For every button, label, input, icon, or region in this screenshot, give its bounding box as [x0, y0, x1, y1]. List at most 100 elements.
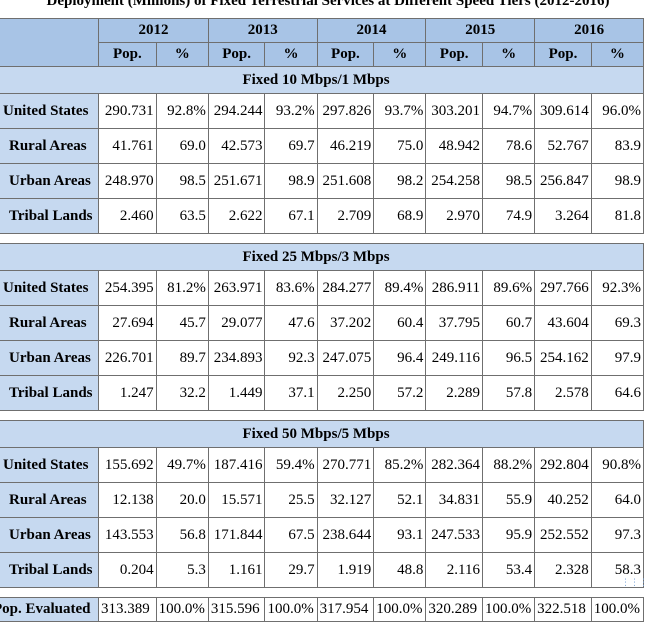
- table-body: Fixed 10 Mbps/1 Mbps United States 290.731…: [0, 66, 645, 622]
- pct-cell: 74.9: [481, 198, 536, 234]
- row-label: Urban Areas: [0, 340, 100, 376]
- pop-cell: 320.289: [425, 597, 483, 622]
- pct-cell: 57.2: [373, 375, 427, 411]
- pct-cell: 47.6: [264, 305, 318, 341]
- pct-header: %: [264, 42, 318, 67]
- pop-header: Pop.: [98, 42, 157, 67]
- section-header-row: Fixed 50 Mbps/5 Mbps: [0, 420, 644, 448]
- pop-cell: 247.533: [425, 517, 483, 553]
- pct-cell: 67.1: [264, 198, 318, 234]
- pct-cell: 58.3: [590, 552, 645, 588]
- pop-cell: 1.919: [316, 552, 375, 588]
- pct-cell: 55.9: [481, 482, 536, 518]
- pct-cell: 60.7: [481, 305, 536, 341]
- pop-cell: 32.127: [316, 482, 375, 518]
- pct-cell: 57.8: [481, 375, 536, 411]
- year-header: 2013: [207, 18, 318, 43]
- pct-cell: 75.0: [373, 128, 427, 164]
- pop-cell: 2.328: [534, 552, 592, 588]
- pct-cell: 98.9: [590, 163, 645, 199]
- section-spacer: [0, 587, 644, 598]
- pct-cell: 83.6%: [264, 270, 318, 306]
- section-title: Fixed 25 Mbps/3 Mbps: [0, 243, 644, 271]
- pop-cell: 187.416: [207, 447, 266, 483]
- pct-header: %: [373, 42, 427, 67]
- pop-cell: 297.826: [316, 93, 375, 129]
- pop-cell: 12.138: [98, 482, 157, 518]
- pct-cell: 100.0%: [264, 597, 318, 622]
- pop-cell: 143.553: [98, 517, 157, 553]
- table-row: Urban Areas 226.701 89.7 234.893 92.3 247.075…: [0, 340, 645, 376]
- pct-header: %: [155, 42, 209, 67]
- pop-cell: 251.671: [207, 163, 266, 199]
- year-header: 2012: [98, 18, 209, 43]
- pop-header: Pop.: [425, 42, 483, 67]
- table-row: Tribal Lands 0.204 5.3 1.161 29.7 1.919 48.8 2.…: [0, 552, 645, 588]
- pct-cell: 29.7: [264, 552, 318, 588]
- pop-cell: 3.264: [534, 198, 592, 234]
- pct-cell: 53.4: [481, 552, 536, 588]
- pct-cell: 69.7: [264, 128, 318, 164]
- pct-cell: 37.1: [264, 375, 318, 411]
- pop-cell: 1.247: [98, 375, 157, 411]
- pct-cell: 64.6: [590, 375, 645, 411]
- row-label: Tribal Lands: [0, 198, 100, 234]
- pop-cell: 252.552: [534, 517, 592, 553]
- pct-cell: 92.3: [264, 340, 318, 376]
- pop-header: Pop.: [207, 42, 266, 67]
- pop-cell: 1.161: [207, 552, 266, 588]
- table-title: Deployment (Millions) of Fixed Terrestri…: [46, 0, 610, 9]
- year-header: 2016: [534, 18, 644, 43]
- section-spacer: [0, 410, 644, 421]
- table-row: United States 254.395 81.2% 263.971 83.6% 284…: [0, 270, 645, 306]
- pop-cell: 315.596: [207, 597, 266, 622]
- pct-cell: 97.3: [590, 517, 645, 553]
- pct-cell: 89.7: [155, 340, 209, 376]
- pop-cell: 254.395: [98, 270, 157, 306]
- table-row: United States 155.692 49.7% 187.416 59.4% 270…: [0, 447, 645, 483]
- pop-cell: 282.364: [425, 447, 483, 483]
- pop-cell: 238.644: [316, 517, 375, 553]
- pct-cell: 98.2: [373, 163, 427, 199]
- pct-cell: 93.1: [373, 517, 427, 553]
- pop-cell: 286.911: [425, 270, 483, 306]
- corner-cell: [0, 18, 100, 67]
- pop-cell: 297.766: [534, 270, 592, 306]
- year-header: 2015: [425, 18, 536, 43]
- year-header-row: 2012 2013 2014 2015 2016: [0, 18, 644, 67]
- section-header-row: Fixed 10 Mbps/1 Mbps: [0, 66, 644, 94]
- pct-cell: 97.9: [590, 340, 645, 376]
- pop-cell: 2.622: [207, 198, 266, 234]
- pct-header: %: [481, 42, 536, 67]
- pct-cell: 69.0: [155, 128, 209, 164]
- pop-cell: 2.578: [534, 375, 592, 411]
- pct-cell: 93.2%: [264, 93, 318, 129]
- pop-cell: 2.970: [425, 198, 483, 234]
- pct-cell: 100.0%: [481, 597, 536, 622]
- pct-cell: 88.2%: [481, 447, 536, 483]
- pop-cell: 303.201: [425, 93, 483, 129]
- pop-cell: 263.971: [207, 270, 266, 306]
- section-spacer: [0, 233, 644, 244]
- pop-cell: 34.831: [425, 482, 483, 518]
- table-row: Urban Areas 248.970 98.5 251.671 98.9 251.608…: [0, 163, 645, 199]
- pct-cell: 32.2: [155, 375, 209, 411]
- total-row: Pop. Evaluated 313.389 100.0% 315.596 100.0%…: [0, 597, 645, 622]
- pct-cell: 85.2%: [373, 447, 427, 483]
- pop-header: Pop.: [534, 42, 592, 67]
- pct-cell: 20.0: [155, 482, 209, 518]
- pop-cell: 294.244: [207, 93, 266, 129]
- pct-cell: 60.4: [373, 305, 427, 341]
- pop-cell: 249.116: [425, 340, 483, 376]
- table-row: Rural Areas 41.761 69.0 42.573 69.7 46.219 75.…: [0, 128, 645, 164]
- pop-cell: 313.389: [98, 597, 157, 622]
- pct-cell: 81.8: [590, 198, 645, 234]
- pct-cell: 100.0%: [373, 597, 427, 622]
- pop-cell: 254.162: [534, 340, 592, 376]
- pop-cell: 37.202: [316, 305, 375, 341]
- pop-cell: 284.277: [316, 270, 375, 306]
- pop-cell: 0.204: [98, 552, 157, 588]
- pct-cell: 68.9: [373, 198, 427, 234]
- spacer-cell: [0, 410, 644, 421]
- pct-cell: 95.9: [481, 517, 536, 553]
